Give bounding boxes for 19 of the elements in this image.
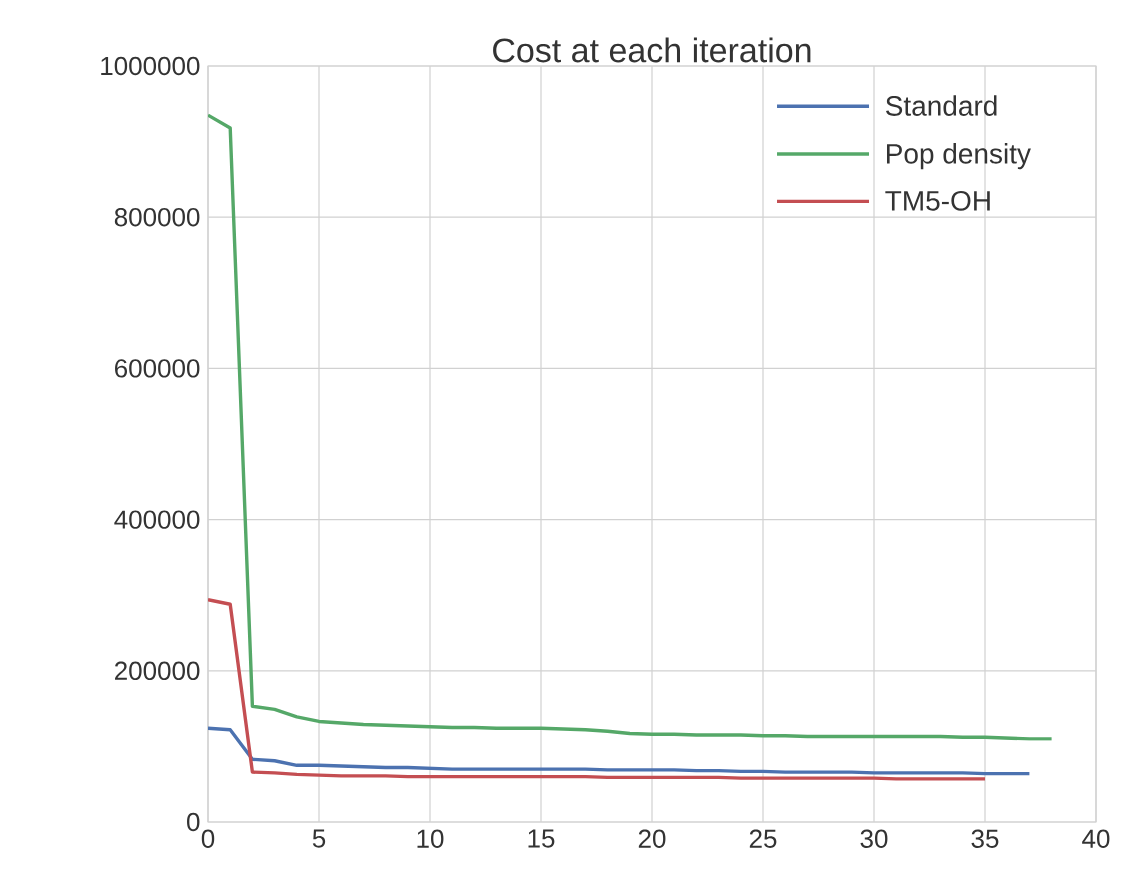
x-tick-label: 25 (749, 829, 777, 848)
legend-label: Pop density (887, 143, 1031, 170)
y-tick-label: 800000 (114, 207, 200, 227)
legend-label: TM5-OH (885, 190, 990, 211)
x-tick-label: 15 (528, 829, 555, 848)
x-tick-label: 30 (860, 829, 888, 848)
x-tick-label: 5 (312, 829, 326, 848)
chart-title: Cost at each iteration (493, 37, 811, 63)
y-tick-label: 200000 (115, 661, 200, 680)
legend-label: Standard (885, 95, 997, 116)
y-tick-label: 0 (187, 812, 200, 832)
y-tick-label: 1000000 (101, 56, 200, 76)
y-tick-label: 600000 (115, 359, 200, 378)
x-tick-label: 10 (417, 829, 444, 848)
x-tick-label: 0 (201, 829, 215, 848)
x-tick-label: 40 (1082, 829, 1110, 848)
x-tick-label: 20 (638, 829, 666, 848)
y-tick-label: 400000 (114, 510, 200, 529)
x-tick-label: 35 (971, 829, 999, 848)
